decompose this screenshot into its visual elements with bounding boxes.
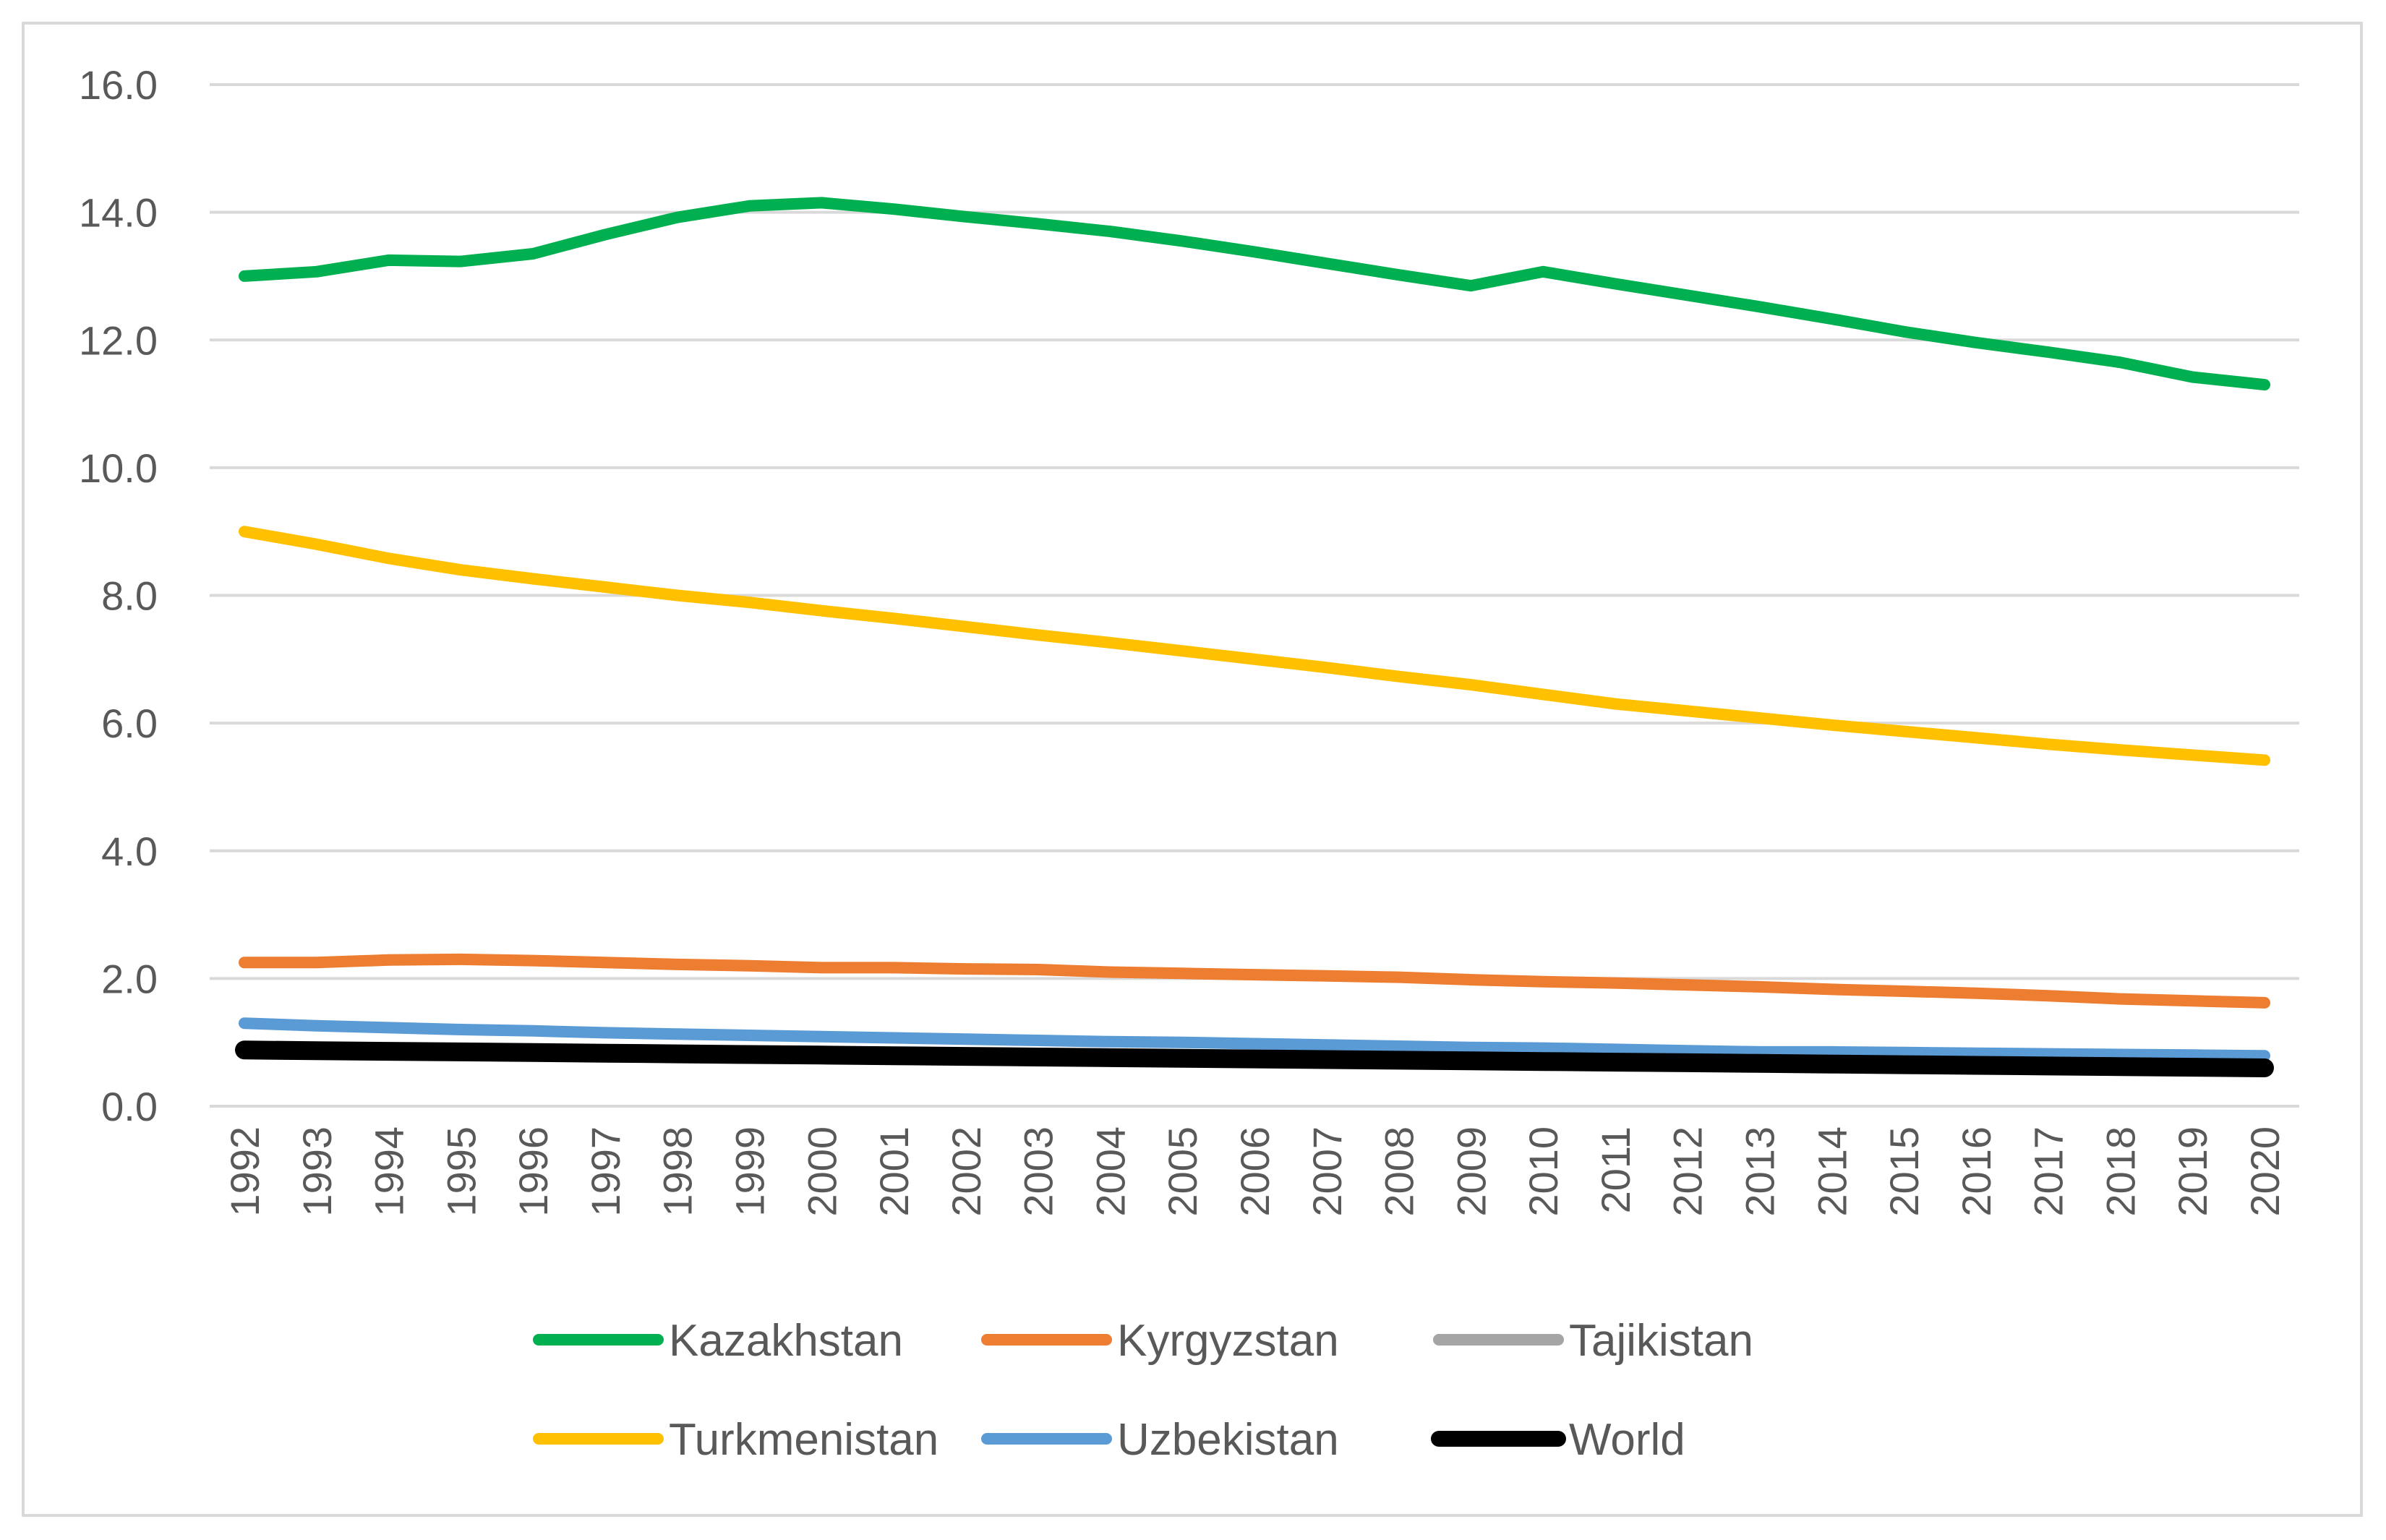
y-tick-label: 14.0 — [79, 190, 158, 236]
y-tick-label: 4.0 — [101, 829, 158, 874]
y-tick-label: 12.0 — [79, 317, 158, 363]
x-tick-label: 2008 — [1377, 1126, 1422, 1217]
x-tick-label: 1994 — [367, 1126, 412, 1217]
y-tick-label: 6.0 — [101, 701, 158, 746]
x-tick-label: 2015 — [1881, 1126, 1927, 1217]
series-line-kyrgyzstan — [239, 953, 2270, 1009]
x-tick-label: 2017 — [2026, 1126, 2071, 1217]
series-line-world — [235, 1040, 2274, 1077]
x-tick-label: 2011 — [1593, 1126, 1638, 1213]
chart-frame — [22, 22, 2363, 1517]
y-tick-label: 16.0 — [79, 62, 158, 108]
x-tick-label: 2009 — [1448, 1126, 1494, 1217]
legend-label-uzbekistan: Uzbekistan — [1117, 1415, 1339, 1465]
x-tick-label: 2004 — [1087, 1126, 1133, 1217]
x-tick-label: 1996 — [510, 1126, 556, 1217]
legend-label-kyrgyzstan: Kyrgyzstan — [1117, 1316, 1339, 1366]
legend-label-kazakhstan: Kazakhstan — [669, 1316, 903, 1366]
x-tick-label: 2000 — [799, 1126, 844, 1217]
y-tick-label: 10.0 — [79, 445, 158, 491]
gridlines — [210, 83, 2299, 1108]
x-tick-label: 2002 — [944, 1126, 989, 1217]
x-tick-label: 2001 — [871, 1126, 917, 1217]
legend-label-tajikistan: Tajikistan — [1569, 1316, 1753, 1366]
x-tick-label: 2019 — [2170, 1126, 2215, 1217]
x-tick-label: 2020 — [2242, 1126, 2288, 1217]
x-axis-ticks: 1992 1993 1994 1995 1996 1997 1998 1999 2000 2001… — [222, 1126, 2288, 1217]
x-tick-label: 2003 — [1016, 1126, 1061, 1217]
x-tick-label: 1998 — [655, 1126, 701, 1217]
series-line-turkmenistan — [239, 526, 2270, 766]
x-tick-label: 2014 — [1809, 1126, 1855, 1217]
x-tick-label: 1999 — [727, 1126, 773, 1217]
x-tick-label: 2018 — [2098, 1126, 2143, 1217]
x-tick-label: 2007 — [1304, 1126, 1350, 1217]
y-axis-ticks: 0.0 2.0 4.0 6.0 8.0 10.0 12.0 14.0 16.0 — [79, 62, 158, 1129]
x-tick-label: 2012 — [1665, 1126, 1711, 1217]
series-line-uzbekistan — [239, 1017, 2270, 1062]
x-tick-label: 1997 — [583, 1126, 628, 1217]
x-tick-label: 2016 — [1954, 1126, 1999, 1217]
y-tick-label: 0.0 — [101, 1084, 158, 1129]
legend-label-turkmenistan: Turkmenistan — [669, 1415, 938, 1465]
x-tick-label: 2006 — [1232, 1126, 1278, 1217]
x-tick-label: 2010 — [1521, 1126, 1566, 1217]
legend-label-world: World — [1569, 1415, 1685, 1465]
x-tick-label: 1993 — [294, 1126, 340, 1217]
y-tick-label: 8.0 — [101, 573, 158, 619]
y-tick-label: 2.0 — [101, 956, 158, 1001]
x-tick-label: 1995 — [438, 1126, 484, 1217]
series-line-kazakhstan — [239, 197, 2270, 391]
x-tick-label: 1992 — [222, 1126, 268, 1217]
legend: Kazakhstan Kyrgyzstan Tajikistan Turkmenist… — [533, 1316, 1753, 1465]
x-tick-label: 2005 — [1160, 1126, 1205, 1217]
x-tick-label: 2013 — [1737, 1126, 1783, 1217]
series-lines — [235, 197, 2274, 1077]
